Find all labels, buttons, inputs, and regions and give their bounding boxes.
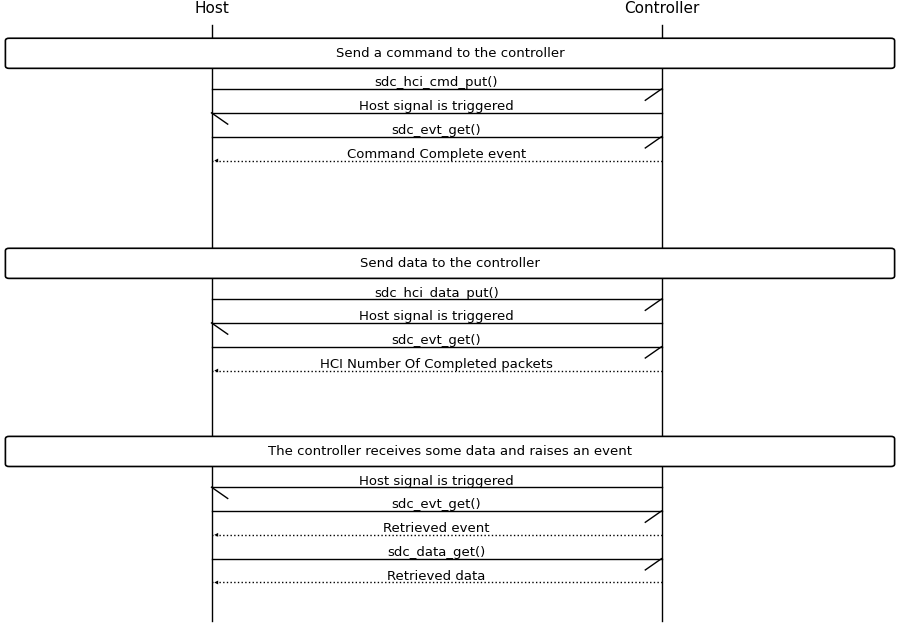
Text: sdc_evt_get(): sdc_evt_get() <box>392 124 482 137</box>
Text: Host signal is triggered: Host signal is triggered <box>359 475 514 488</box>
Text: Host signal is triggered: Host signal is triggered <box>359 310 514 324</box>
Text: Retrieved data: Retrieved data <box>387 570 486 583</box>
Text: sdc_data_get(): sdc_data_get() <box>387 546 486 559</box>
Text: sdc_evt_get(): sdc_evt_get() <box>392 334 482 347</box>
Text: Retrieved event: Retrieved event <box>383 522 490 535</box>
Text: Send data to the controller: Send data to the controller <box>360 257 540 270</box>
Text: The controller receives some data and raises an event: The controller receives some data and ra… <box>268 445 632 458</box>
Text: sdc_hci_cmd_put(): sdc_hci_cmd_put() <box>374 76 499 90</box>
Text: Command Complete event: Command Complete event <box>346 148 526 161</box>
Text: sdc_hci_data_put(): sdc_hci_data_put() <box>374 287 499 300</box>
FancyBboxPatch shape <box>5 248 895 278</box>
Text: HCI Number Of Completed packets: HCI Number Of Completed packets <box>320 358 553 371</box>
Text: Host signal is triggered: Host signal is triggered <box>359 100 514 113</box>
Text: sdc_evt_get(): sdc_evt_get() <box>392 498 482 512</box>
FancyBboxPatch shape <box>5 436 895 466</box>
Text: Send a command to the controller: Send a command to the controller <box>336 47 564 60</box>
FancyBboxPatch shape <box>5 38 895 68</box>
Text: Controller: Controller <box>624 1 699 16</box>
Text: Host: Host <box>194 1 229 16</box>
